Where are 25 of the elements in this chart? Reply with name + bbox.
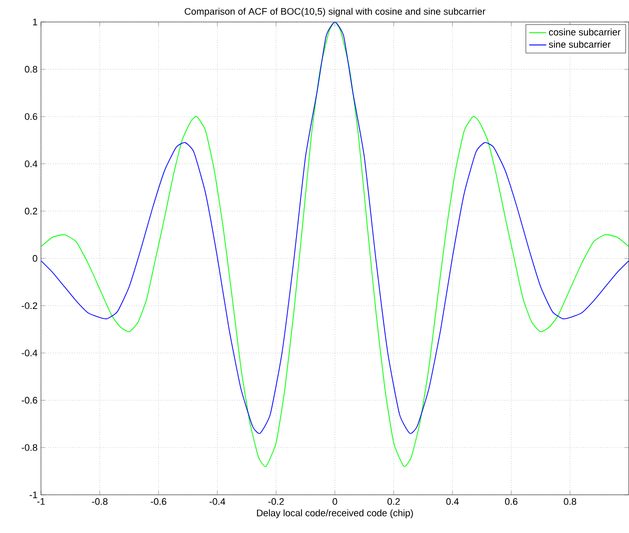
x-tick-label: 0 xyxy=(332,498,338,505)
x-tick-label: 0.2 xyxy=(387,498,400,505)
y-tick-label: -0.4 xyxy=(22,350,38,356)
legend-label: cosine subcarrier xyxy=(549,28,621,36)
y-tick-label: 0.8 xyxy=(24,66,38,73)
x-axis-title: Delay local code/received code (chip) xyxy=(257,509,413,518)
x-tick-label: 0.8 xyxy=(564,498,576,505)
x-tick-label: -0.4 xyxy=(210,498,226,505)
y-tick-label: -0.2 xyxy=(22,302,38,310)
x-tick-label: -0.8 xyxy=(92,498,108,505)
x-tick-label: 0.4 xyxy=(446,498,459,505)
y-tick-label: 0.4 xyxy=(24,160,38,168)
legend-label: sine subcarrier xyxy=(548,40,611,48)
x-tick-label: 0.6 xyxy=(505,498,518,505)
y-tick-label: -0.6 xyxy=(22,397,38,404)
y-tick-label: -0.8 xyxy=(22,444,38,451)
y-tick-label: 1 xyxy=(33,18,38,26)
x-tick-label: -1 xyxy=(37,498,45,505)
y-tick-label: 0.2 xyxy=(24,208,38,215)
y-tick-label: -1 xyxy=(30,492,38,498)
x-tick-label: -0.6 xyxy=(150,498,166,505)
chart-title: Comparison of ACF of BOC(10,5) signal with cosine and sine subcarrier xyxy=(184,8,486,17)
x-tick-label: -0.2 xyxy=(268,498,284,505)
y-tick-label: 0.6 xyxy=(24,113,38,120)
y-tick-label: 0 xyxy=(32,255,38,262)
